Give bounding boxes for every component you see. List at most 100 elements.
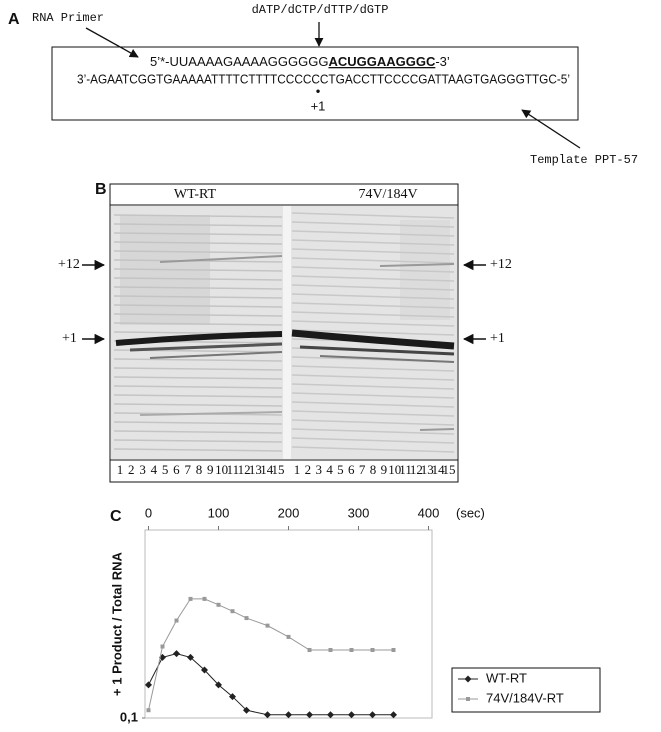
data-point [265, 623, 270, 628]
lane-number: 6 [173, 462, 180, 477]
gel-band [129, 342, 283, 352]
lane-number: 15 [272, 462, 285, 477]
gel-band [113, 295, 283, 299]
group-label: WT-RT [174, 187, 217, 202]
gel-band [291, 374, 455, 381]
data-point [188, 596, 193, 601]
data-point [328, 647, 333, 652]
gel-band [113, 223, 283, 227]
data-point [201, 666, 208, 674]
lane-number: 1 [294, 462, 301, 477]
data-point [307, 647, 312, 652]
lane-number: 12 [238, 462, 251, 477]
gel-band [113, 367, 283, 371]
x-tick-label: 300 [348, 505, 370, 520]
gel-band [291, 212, 455, 219]
lane-number: 8 [370, 462, 377, 477]
lane-number: 9 [381, 462, 388, 477]
lane-number: 13 [421, 462, 434, 477]
lane-number: 15 [443, 462, 456, 477]
marker-label: +1 [62, 331, 77, 346]
lane-number: 6 [348, 462, 355, 477]
gel-band [113, 214, 283, 218]
gel-band [291, 392, 455, 399]
primer-end: -3’ [435, 54, 450, 69]
data-point [370, 647, 375, 652]
gel-band [113, 430, 283, 434]
marker-label: +1 [490, 331, 505, 346]
data-point [216, 602, 221, 607]
marker-label: +12 [58, 257, 80, 272]
lane-number: 10 [215, 462, 228, 477]
gel-band [319, 355, 455, 363]
x-tick-label: 0 [145, 505, 152, 520]
lane-number: 13 [249, 462, 262, 477]
gel-band [115, 331, 283, 346]
lane-number: 11 [227, 462, 240, 477]
gel-band [113, 322, 283, 326]
gel-band [291, 248, 455, 255]
gel-band [291, 266, 455, 273]
legend-marker [466, 697, 470, 701]
gel-band [291, 257, 455, 264]
gel-band [291, 419, 455, 426]
data-point [243, 706, 250, 714]
data-point [391, 647, 396, 652]
gel-band [113, 250, 283, 254]
gel-band [113, 448, 283, 452]
x-tick-label: 400 [418, 505, 440, 520]
data-point [306, 711, 313, 719]
lane-number: 5 [337, 462, 344, 477]
gel-band [113, 394, 283, 398]
lane-number: 10 [388, 462, 401, 477]
lane-number: 4 [326, 462, 333, 477]
data-point [187, 653, 194, 661]
y-tick-label: 0,1 [120, 709, 138, 724]
panel-label: C [110, 508, 122, 525]
gel-band [113, 403, 283, 407]
lane-number: 7 [184, 462, 191, 477]
y-axis-label: + 1 Product / Total RNA [109, 551, 124, 695]
gel-band [113, 268, 283, 272]
panel-label: B [95, 181, 107, 198]
data-point [348, 711, 355, 719]
gel-band [291, 329, 455, 336]
legend-label: WT-RT [486, 670, 527, 685]
lane-number: 14 [260, 462, 274, 477]
legend [451, 667, 601, 713]
lane-number: 7 [359, 462, 366, 477]
gel-band [291, 275, 455, 282]
gel-band [291, 230, 455, 237]
data-point [160, 644, 165, 649]
gel-frame [109, 183, 459, 483]
gel-band [419, 428, 455, 431]
gel-band [291, 383, 455, 390]
gel-band [291, 401, 455, 408]
x-axis-label: (sec) [456, 505, 485, 520]
panel-label: A [8, 11, 20, 28]
series-line [148, 598, 394, 711]
x-tick-label: 100 [208, 505, 230, 520]
gel-band [113, 439, 283, 443]
lane-number: 2 [305, 462, 312, 477]
marker-label: +12 [490, 257, 512, 272]
group-label: 74V/184V [358, 187, 417, 202]
data-point [244, 616, 249, 621]
gel-band [113, 277, 283, 281]
gel-band [291, 428, 455, 435]
series-line [148, 653, 394, 716]
gel-band [113, 385, 283, 389]
x-tick-label: 200 [278, 505, 300, 520]
gel-band [291, 446, 455, 453]
arrow [521, 109, 581, 149]
sequence-box [51, 46, 579, 121]
lane-number: 3 [139, 462, 146, 477]
gel-band [291, 293, 455, 300]
lane-number: 8 [196, 462, 203, 477]
gel-band [159, 255, 283, 263]
gel-image [111, 206, 457, 459]
lane-number: 1 [117, 462, 124, 477]
plot-frame [144, 529, 433, 719]
gel-band [379, 263, 455, 267]
